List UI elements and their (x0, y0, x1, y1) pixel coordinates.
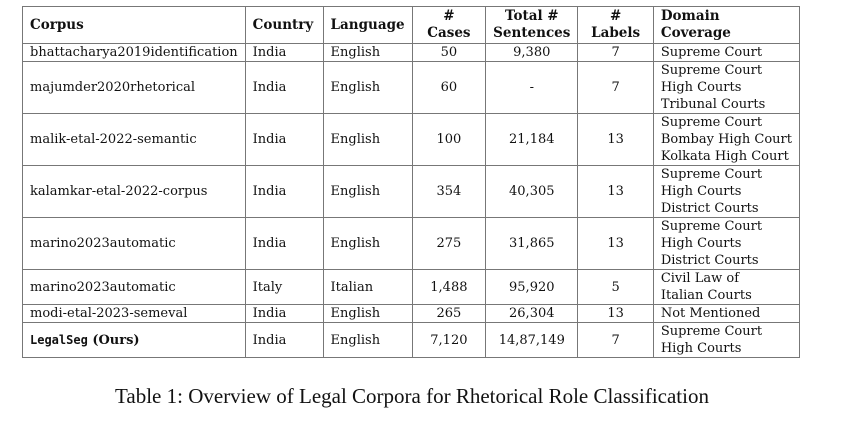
country-cell: Italy (244, 269, 324, 305)
language-cell: Italian (322, 269, 413, 305)
country-cell: India (244, 165, 324, 218)
corpus-cell: malik-etal-2022-semantic (22, 113, 246, 166)
language-cell: English (322, 165, 413, 218)
domain-line: High Courts (660, 80, 742, 95)
header-labels: # Labels (577, 6, 654, 44)
header-cases: # Cases (411, 6, 487, 44)
domain-line: Supreme Court (660, 115, 763, 130)
labels-cell: 7 (577, 43, 654, 62)
sentences-cell: - (485, 61, 579, 114)
sentences-cell: 40,305 (485, 165, 579, 218)
header-corpus: Corpus (22, 6, 246, 44)
cases-cell: 265 (411, 304, 487, 323)
domain-line: High Courts (660, 184, 742, 199)
language-cell: English (322, 322, 413, 358)
cases-cell: 275 (411, 217, 487, 270)
country-cell: India (244, 43, 324, 62)
labels-cell: 13 (577, 304, 654, 323)
corpus-cell: marino2023automatic (22, 217, 246, 270)
domain-line: High Courts (660, 236, 742, 251)
cases-cell: 50 (411, 43, 487, 62)
country-cell: India (244, 113, 324, 166)
header-total-sentences-line: Total # (504, 8, 559, 24)
domain-line: Tribunal Courts (660, 97, 766, 112)
corpus-name: LegalSeg (30, 332, 88, 347)
sentences-cell: 31,865 (485, 217, 579, 270)
cases-cell: 100 (411, 113, 487, 166)
table-row: bhattacharya2019identification India Engli… (22, 43, 801, 62)
table-caption: Table 1: Overview of Legal Corpora for R… (115, 384, 709, 408)
header-total-sentences-line: Sentences (493, 25, 571, 41)
sentences-cell: 9,380 (485, 43, 579, 62)
domain-line: Supreme Court (660, 219, 763, 234)
domain-coverage-cell: Supreme Court High Courts District Courts (652, 217, 801, 270)
language-cell: English (322, 43, 413, 62)
domain-line: High Courts (660, 341, 742, 356)
domain-line: District Courts (660, 253, 759, 268)
labels-cell: 13 (577, 217, 654, 270)
language-cell: English (322, 304, 413, 323)
table-row: kalamkar-etal-2022-corpus India English 354… (22, 165, 801, 218)
language-cell: English (322, 217, 413, 270)
sentences-cell: 21,184 (485, 113, 579, 166)
table-row: modi-etal-2023-semeval India English 265 26,… (22, 304, 801, 323)
labels-cell: 7 (577, 322, 654, 358)
labels-cell: 7 (577, 61, 654, 114)
sentences-cell: 14,87,149 (485, 322, 579, 358)
table-row: marino2023automatic India English 275 31,865… (22, 217, 801, 270)
labels-cell: 13 (577, 113, 654, 166)
domain-line: Kolkata High Court (660, 149, 789, 164)
domain-coverage-cell: Supreme Court Bombay High Court Kolkata Hi… (652, 113, 801, 166)
sentences-cell: 26,304 (485, 304, 579, 323)
legal-corpora-table: Corpus Country Language # Cases Total # S… (22, 6, 801, 358)
table-row: majumder2020rhetorical India English 60-7 Su… (22, 61, 801, 114)
table-row: malik-etal-2022-semantic India English 100 2… (22, 113, 801, 166)
country-cell: India (244, 61, 324, 114)
domain-line: Supreme Court (660, 324, 763, 339)
domain-coverage-cell: Supreme Court High Courts Tribunal Courts (652, 61, 801, 114)
domain-line: Bombay High Court (660, 132, 792, 147)
domain-line: Not Mentioned (660, 306, 761, 321)
corpus-cell: modi-etal-2023-semeval (22, 304, 246, 323)
domain-line: District Courts (660, 201, 759, 216)
corpus-cell: marino2023automatic (22, 269, 246, 305)
table-header-row: Corpus Country Language # Cases Total # S… (22, 6, 801, 44)
domain-coverage-cell: Supreme Court High Courts (652, 322, 801, 358)
header-total-sentences: Total # Sentences (485, 6, 579, 44)
header-language: Language (322, 6, 413, 44)
country-cell: India (244, 322, 324, 358)
domain-line: Civil Law of (660, 271, 740, 286)
labels-cell: 5 (577, 269, 654, 305)
table-row: LegalSeg (Ours) India English 7,120 14,87,14… (22, 322, 801, 358)
domain-coverage-cell: Supreme Court (652, 43, 801, 62)
table-body: bhattacharya2019identification India Engli… (22, 43, 801, 358)
cases-cell: 1,488 (411, 269, 487, 305)
domain-coverage-cell: Supreme Court High Courts District Courts (652, 165, 801, 218)
language-cell: English (322, 113, 413, 166)
country-cell: India (244, 217, 324, 270)
domain-coverage-cell: Civil Law of Italian Courts (652, 269, 801, 305)
domain-line: Supreme Court (660, 167, 763, 182)
corpus-cell: majumder2020rhetorical (22, 61, 246, 114)
sentences-cell: 95,920 (485, 269, 579, 305)
domain-line: Supreme Court (660, 63, 763, 78)
country-cell: India (244, 304, 324, 323)
cases-cell: 354 (411, 165, 487, 218)
domain-line: Supreme Court (660, 45, 763, 60)
domain-line: Italian Courts (660, 288, 752, 303)
header-country: Country (244, 6, 324, 44)
corpus-suffix: (Ours) (87, 332, 140, 348)
table-row: marino2023automatic Italy Italian 1,488 95,9… (22, 269, 801, 305)
cases-cell: 60 (411, 61, 487, 114)
corpus-cell: kalamkar-etal-2022-corpus (22, 165, 246, 218)
cases-cell: 7,120 (411, 322, 487, 358)
corpus-cell: bhattacharya2019identification (22, 43, 246, 62)
header-domain-coverage: Domain Coverage (652, 6, 801, 44)
labels-cell: 13 (577, 165, 654, 218)
corpus-cell: LegalSeg (Ours) (22, 322, 246, 358)
language-cell: English (322, 61, 413, 114)
domain-coverage-cell: Not Mentioned (652, 304, 801, 323)
